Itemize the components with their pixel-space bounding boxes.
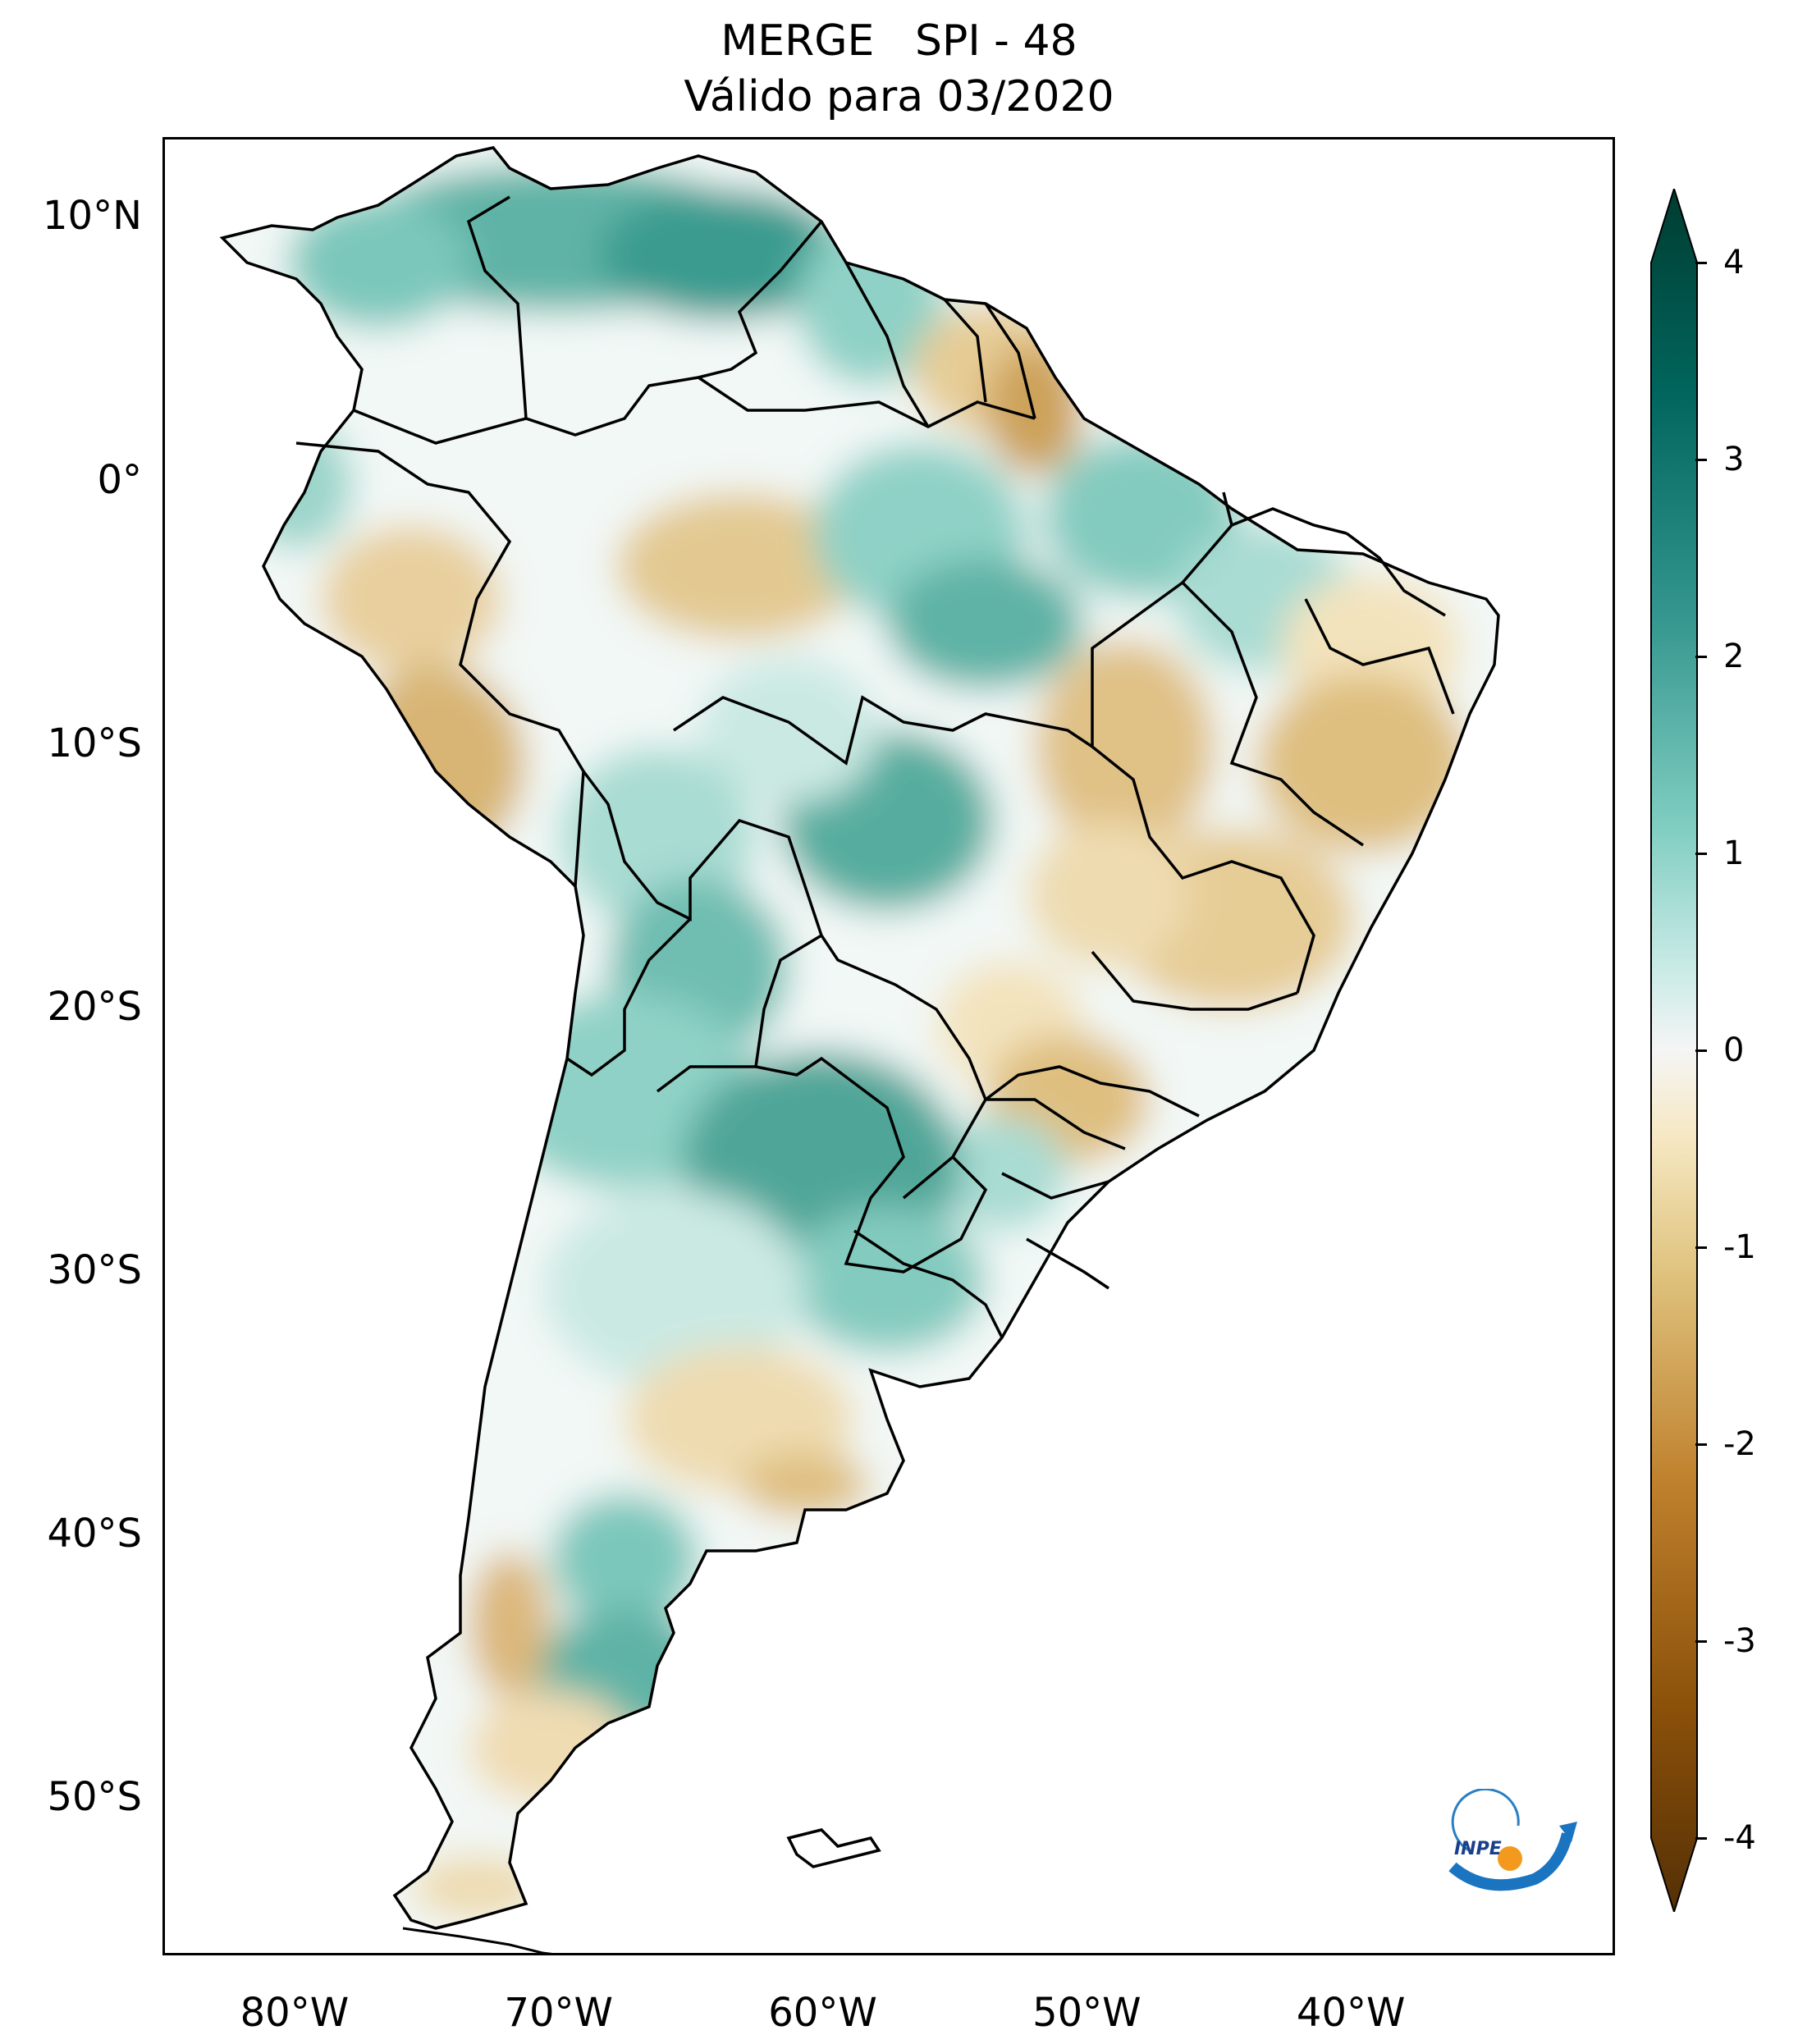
spi-field bbox=[222, 148, 1498, 1928]
chart-title-line2: Válido para 03/2020 bbox=[684, 72, 1114, 121]
latitude-tick-label: 20°S bbox=[47, 983, 142, 1030]
colorbar-tick-mark bbox=[1695, 261, 1707, 264]
colorbar-tick-label: 4 bbox=[1723, 244, 1745, 281]
colorbar-tick-mark bbox=[1695, 1443, 1707, 1446]
colorbar-tick-label: 2 bbox=[1723, 638, 1745, 675]
colorbar-tick-label: -2 bbox=[1723, 1425, 1756, 1463]
colorbar-tick-label: -4 bbox=[1723, 1819, 1756, 1857]
colorbar-tick-mark bbox=[1695, 1639, 1707, 1643]
colorbar-tick-label: 0 bbox=[1723, 1031, 1745, 1069]
tierra-del-fuego bbox=[402, 1927, 553, 1953]
colorbar-tick-label: -3 bbox=[1723, 1622, 1756, 1660]
map-panel bbox=[162, 137, 1615, 1955]
inpe-logo: INPE bbox=[1448, 1789, 1577, 1891]
latitude-tick-label: 30°S bbox=[47, 1246, 142, 1293]
colorbar-tick-mark bbox=[1695, 1049, 1707, 1052]
longitude-tick-label: 40°W bbox=[1296, 1990, 1406, 2036]
chart-title-line1: MERGE SPI - 48 bbox=[721, 16, 1077, 66]
colorbar bbox=[1650, 189, 1698, 1912]
latitude-tick-label: 10°S bbox=[47, 720, 142, 766]
colorbar-tick-mark bbox=[1695, 1246, 1707, 1249]
inpe-logo-text: INPE bbox=[1454, 1839, 1502, 1859]
colorbar-gradient bbox=[1650, 189, 1698, 1912]
latitude-tick-label: 40°S bbox=[47, 1511, 142, 1557]
latitude-tick-label: 0° bbox=[97, 456, 142, 503]
country-borders bbox=[219, 146, 1500, 1930]
longitude-tick-label: 60°W bbox=[768, 1990, 877, 2036]
longitude-tick-label: 70°W bbox=[504, 1990, 613, 2036]
colorbar-tick-mark bbox=[1695, 852, 1707, 855]
colorbar-tick-mark bbox=[1695, 458, 1707, 461]
colorbar-tick-mark bbox=[1695, 655, 1707, 658]
south-america-map bbox=[219, 146, 1500, 1953]
falkland-islands bbox=[786, 1828, 881, 1868]
latitude-tick-label: 10°N bbox=[43, 193, 142, 240]
colorbar-tick-label: 3 bbox=[1723, 441, 1745, 478]
colorbar-tick-label: 1 bbox=[1723, 835, 1745, 872]
colorbar-tick-label: -1 bbox=[1723, 1228, 1756, 1266]
longitude-tick-label: 50°W bbox=[1032, 1990, 1141, 2036]
colorbar-tick-mark bbox=[1695, 1836, 1707, 1840]
longitude-tick-label: 80°W bbox=[240, 1990, 350, 2036]
latitude-tick-label: 50°S bbox=[47, 1774, 142, 1821]
